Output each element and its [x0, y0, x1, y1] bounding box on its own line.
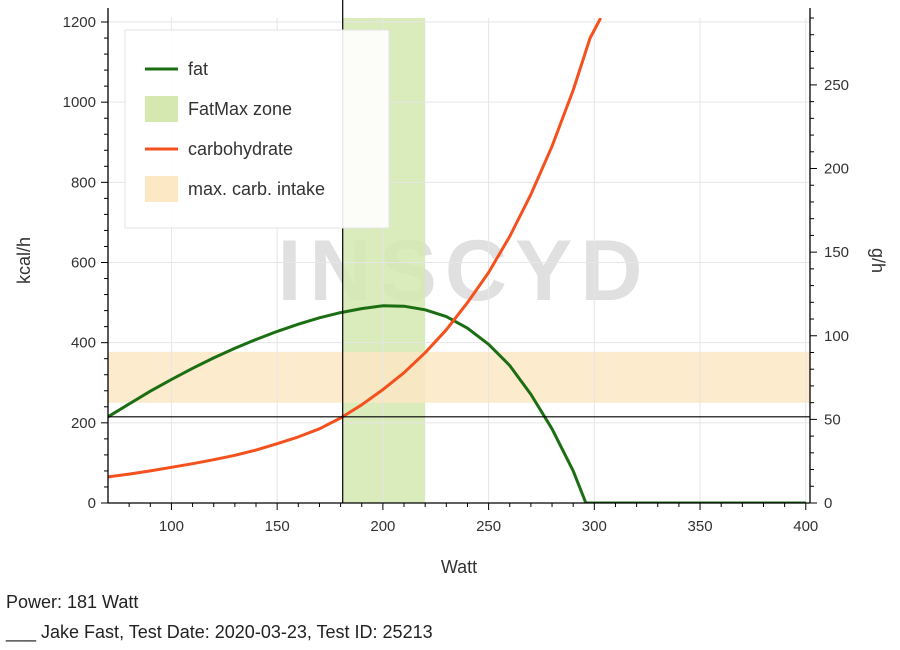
y-tick-label: 400: [71, 335, 96, 352]
y2-tick-label: 200: [824, 161, 849, 178]
legend-swatch-box: [145, 176, 178, 202]
legend-label: carbohydrate: [188, 139, 293, 159]
series-line-carbohydrate: [108, 18, 603, 479]
y-tick-label: 200: [71, 415, 96, 432]
y-tick-label: 1000: [63, 94, 96, 111]
series-lines: [108, 18, 806, 503]
watermark-text: INSCYD: [278, 223, 651, 319]
x-tick-label: 150: [265, 518, 290, 535]
series-line-fat: [108, 304, 806, 503]
x-tick-label: 350: [688, 518, 713, 535]
legend-label: FatMax zone: [188, 99, 292, 119]
legend-label: max. carb. intake: [188, 179, 325, 199]
y2-tick-label: 0: [824, 495, 832, 512]
legend-swatch-box: [145, 96, 178, 122]
y2-tick-label: 250: [824, 77, 849, 94]
x-axis-title: Watt: [441, 557, 477, 577]
watermark: INSCYD: [278, 223, 651, 319]
y2-tick-label: 150: [824, 244, 849, 261]
x-tick-label: 250: [476, 518, 501, 535]
x-tick-label: 100: [159, 518, 184, 535]
y-tick-label: 0: [88, 495, 96, 512]
legend-label: fat: [188, 59, 208, 79]
x-tick-label: 200: [370, 518, 395, 535]
x-tick-label: 400: [793, 518, 818, 535]
y2-tick-label: 100: [824, 328, 849, 345]
x-tick-label: 300: [582, 518, 607, 535]
y2-tick-label: 50: [824, 411, 841, 428]
y-axis-title: kcal/h: [14, 237, 34, 284]
y2-axis-title: g/h: [868, 248, 888, 273]
y-tick-label: 1200: [63, 14, 96, 31]
y-tick-label: 800: [71, 174, 96, 191]
power-readout: Power: 181 Watt: [6, 592, 139, 612]
y-tick-label: 600: [71, 255, 96, 272]
zone-carb-intake: [108, 351, 810, 403]
axes: 100 150 200 250 300 350 4000200400600800100012…: [14, 8, 888, 577]
fatmax-chart: INSCYD 100 150 200 250 300 350 400 0 200 400 600 80…: [14, 0, 888, 577]
test-info: ___ Jake Fast, Test Date: 2020-03-23, Te…: [6, 622, 433, 642]
legend: fat FatMax zone carbohydrate max. carb. int…: [124, 29, 390, 229]
